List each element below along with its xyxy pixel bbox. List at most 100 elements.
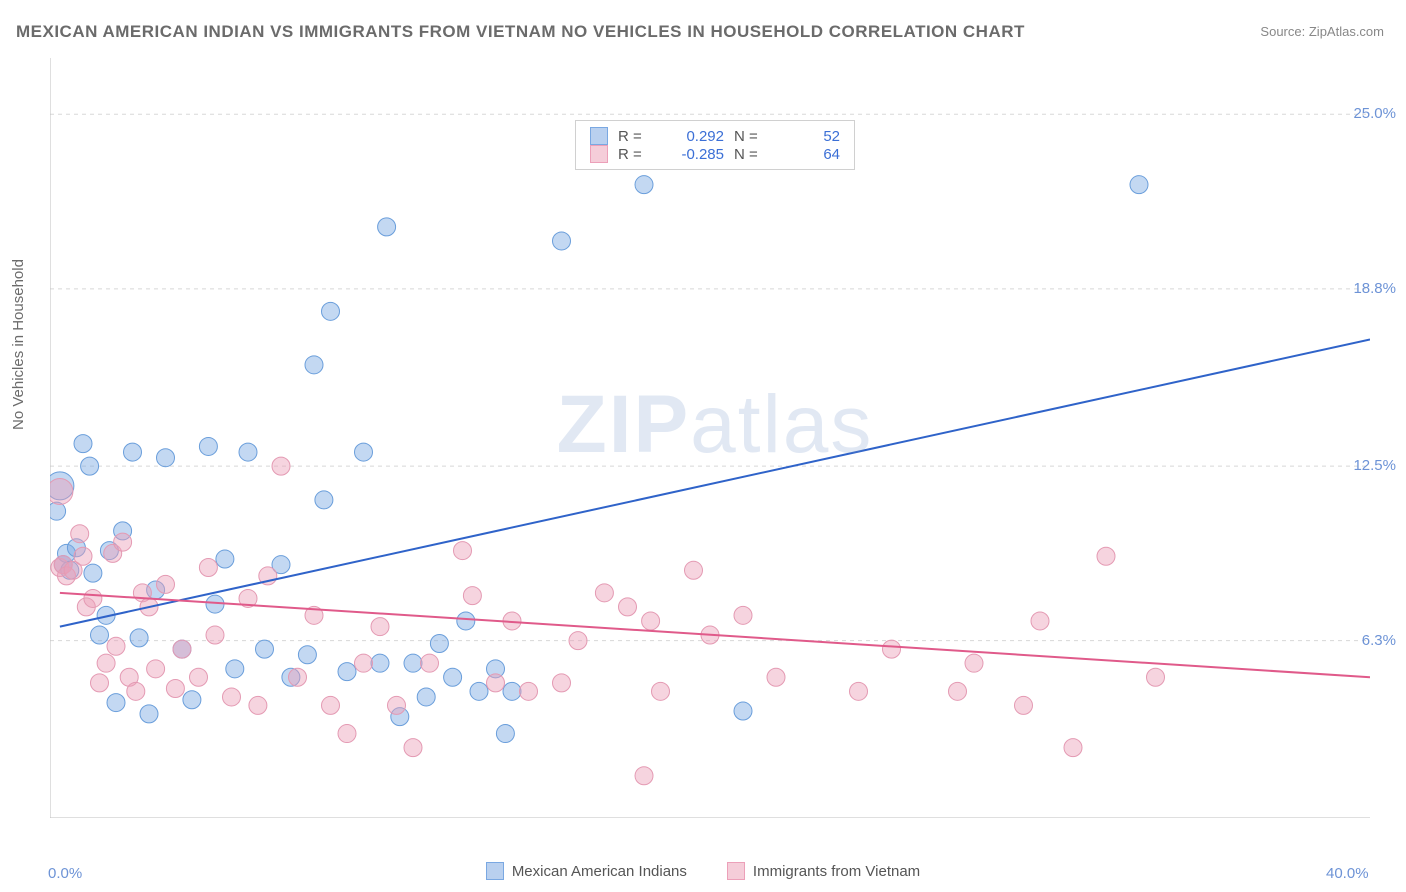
data-point (1031, 612, 1049, 630)
data-point (322, 696, 340, 714)
data-point (652, 682, 670, 700)
data-point (183, 691, 201, 709)
y-axis-label: No Vehicles in Household (10, 259, 27, 430)
n-value: 52 (778, 128, 840, 145)
source-link[interactable]: ZipAtlas.com (1309, 24, 1384, 39)
data-point (949, 682, 967, 700)
data-point (463, 587, 481, 605)
data-point (166, 680, 184, 698)
series-legend: Mexican American Indians Immigrants from … (0, 862, 1406, 880)
data-point (216, 550, 234, 568)
data-point (355, 443, 373, 461)
data-point (470, 682, 488, 700)
data-point (503, 682, 521, 700)
data-point (289, 668, 307, 686)
data-point (883, 640, 901, 658)
chart-title: MEXICAN AMERICAN INDIAN VS IMMIGRANTS FR… (16, 22, 1025, 42)
data-point (444, 668, 462, 686)
data-point (84, 589, 102, 607)
data-point (50, 478, 73, 504)
trend-line (60, 593, 1370, 677)
data-point (767, 668, 785, 686)
chart-area: ZIPatlas R =0.292N =52R =-0.285N =64 (50, 58, 1380, 838)
data-point (157, 575, 175, 593)
data-point (569, 632, 587, 650)
legend-swatch (727, 862, 745, 880)
r-value: -0.285 (662, 146, 724, 163)
data-point (404, 739, 422, 757)
data-point (553, 232, 571, 250)
data-point (850, 682, 868, 700)
legend-item: Immigrants from Vietnam (727, 862, 920, 880)
legend-label: Immigrants from Vietnam (753, 863, 920, 880)
data-point (1015, 696, 1033, 714)
data-point (619, 598, 637, 616)
scatter-chart (50, 58, 1370, 818)
data-point (642, 612, 660, 630)
correlation-legend: R = 0.292 N = 52R = -0.285 N = 64 (575, 120, 855, 170)
data-point (454, 542, 472, 560)
y-tick-label: 25.0% (1353, 105, 1396, 122)
data-point (371, 618, 389, 636)
data-point (91, 674, 109, 692)
source-attribution: Source: ZipAtlas.com (1260, 24, 1384, 39)
data-point (685, 561, 703, 579)
y-tick-label: 6.3% (1362, 632, 1396, 649)
x-tick-label: 40.0% (1326, 865, 1369, 882)
data-point (338, 663, 356, 681)
r-label: R = (618, 146, 652, 163)
data-point (1130, 176, 1148, 194)
y-tick-label: 12.5% (1353, 457, 1396, 474)
data-point (388, 696, 406, 714)
data-point (298, 646, 316, 664)
data-point (635, 176, 653, 194)
data-point (107, 637, 125, 655)
data-point (206, 626, 224, 644)
source-label: Source: (1260, 24, 1305, 39)
data-point (404, 654, 422, 672)
data-point (107, 694, 125, 712)
data-point (147, 660, 165, 678)
data-point (734, 606, 752, 624)
data-point (734, 702, 752, 720)
data-point (496, 725, 514, 743)
legend-swatch (590, 127, 608, 145)
data-point (71, 525, 89, 543)
data-point (355, 654, 373, 672)
r-label: R = (618, 128, 652, 145)
legend-label: Mexican American Indians (512, 863, 687, 880)
data-point (1147, 668, 1165, 686)
data-point (50, 502, 66, 520)
data-point (256, 640, 274, 658)
data-point (114, 533, 132, 551)
data-point (140, 705, 158, 723)
data-point (553, 674, 571, 692)
data-point (199, 437, 217, 455)
r-value: 0.292 (662, 128, 724, 145)
legend-stat-row: R =-0.285N =64 (590, 145, 840, 163)
data-point (173, 640, 191, 658)
data-point (965, 654, 983, 672)
data-point (378, 218, 396, 236)
data-point (457, 612, 475, 630)
data-point (74, 547, 92, 565)
trend-line (60, 339, 1370, 626)
data-point (305, 356, 323, 374)
data-point (520, 682, 538, 700)
data-point (124, 443, 142, 461)
data-point (223, 688, 241, 706)
data-point (199, 558, 217, 576)
data-point (226, 660, 244, 678)
legend-stat-row: R = 0.292 N = 52 (590, 127, 840, 145)
data-point (1097, 547, 1115, 565)
data-point (315, 491, 333, 509)
data-point (91, 626, 109, 644)
data-point (272, 457, 290, 475)
n-value: 64 (778, 146, 840, 163)
data-point (239, 443, 257, 461)
data-point (635, 767, 653, 785)
data-point (417, 688, 435, 706)
data-point (130, 629, 148, 647)
n-label: N = (734, 128, 768, 145)
data-point (97, 654, 115, 672)
